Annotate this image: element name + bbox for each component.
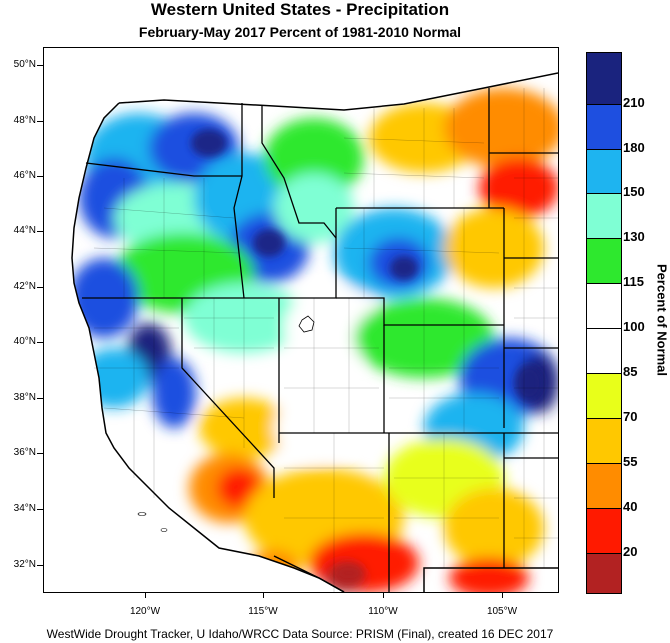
lat-tick xyxy=(37,121,43,122)
lon-label-110: 110°W xyxy=(368,606,398,617)
lon-label-120: 120°W xyxy=(129,606,161,617)
legend-label-180: 180 xyxy=(623,140,645,155)
legend-swatch xyxy=(587,509,621,554)
footer-credit: WestWide Drought Tracker, U Idaho/WRCC D… xyxy=(46,627,554,641)
lat-tick xyxy=(37,65,43,66)
legend-title: Percent of Normal xyxy=(654,264,670,376)
lat-label-50: 50°N xyxy=(13,59,36,70)
legend-swatch xyxy=(587,194,621,239)
legend-label-210: 210 xyxy=(623,95,645,110)
legend-swatch xyxy=(587,329,621,374)
lat-tick xyxy=(37,231,43,232)
legend-swatch xyxy=(587,464,621,509)
legend-swatch xyxy=(587,554,621,593)
lat-label-38: 38°N xyxy=(13,392,36,403)
island xyxy=(137,512,147,516)
island xyxy=(160,528,168,532)
lon-tick xyxy=(145,592,146,598)
lat-tick xyxy=(37,509,43,510)
lat-tick xyxy=(37,287,43,288)
legend-swatch xyxy=(587,105,621,150)
lon-tick xyxy=(502,592,503,598)
lat-label-48: 48°N xyxy=(13,115,36,126)
lat-label-34: 34°N xyxy=(13,503,36,514)
legend-swatch xyxy=(587,150,621,194)
state-borders xyxy=(82,88,558,592)
legend-swatch xyxy=(587,239,621,284)
precip-field xyxy=(72,73,558,592)
canada-border xyxy=(118,72,558,111)
lat-tick xyxy=(37,565,43,566)
lat-tick xyxy=(37,453,43,454)
legend-label-20: 20 xyxy=(623,544,638,559)
lon-label-105: 105°W xyxy=(486,606,518,617)
legend-label-70: 70 xyxy=(623,409,638,424)
legend-label-85: 85 xyxy=(623,364,638,379)
lon-tick xyxy=(383,592,384,598)
lat-tick xyxy=(37,176,43,177)
legend-colorbar xyxy=(586,52,622,594)
lat-tick xyxy=(37,342,43,343)
lon-tick xyxy=(263,592,264,598)
legend-swatch xyxy=(587,284,621,329)
lat-label-40: 40°N xyxy=(13,336,36,347)
legend-swatch xyxy=(587,53,621,105)
legend-swatch xyxy=(587,374,621,419)
lat-label-36: 36°N xyxy=(13,447,36,458)
lat-label-44: 44°N xyxy=(13,225,36,236)
legend-label-130: 130 xyxy=(623,229,645,244)
lat-label-46: 46°N xyxy=(13,170,36,181)
lon-label-115: 115°W xyxy=(248,606,278,617)
legend-label-55: 55 xyxy=(623,454,638,469)
legend-label-100: 100 xyxy=(623,319,645,334)
mexico-border xyxy=(273,555,558,592)
legend-label-115: 115 xyxy=(623,274,644,289)
chart-title: Western United States - Precipitation xyxy=(150,0,450,19)
lat-tick xyxy=(37,398,43,399)
lat-label-32: 32°N xyxy=(13,559,36,570)
coastline xyxy=(71,102,345,592)
county-lines xyxy=(93,88,558,592)
chart-subtitle: February-May 2017 Percent of 1981-2010 N… xyxy=(138,24,462,40)
precipitation-map xyxy=(43,47,559,593)
legend-label-40: 40 xyxy=(623,499,638,514)
great-salt-lake xyxy=(298,315,315,333)
legend-swatch xyxy=(587,419,621,464)
lat-label-42: 42°N xyxy=(13,281,36,292)
map-svg xyxy=(44,48,558,592)
legend-label-150: 150 xyxy=(623,184,645,199)
